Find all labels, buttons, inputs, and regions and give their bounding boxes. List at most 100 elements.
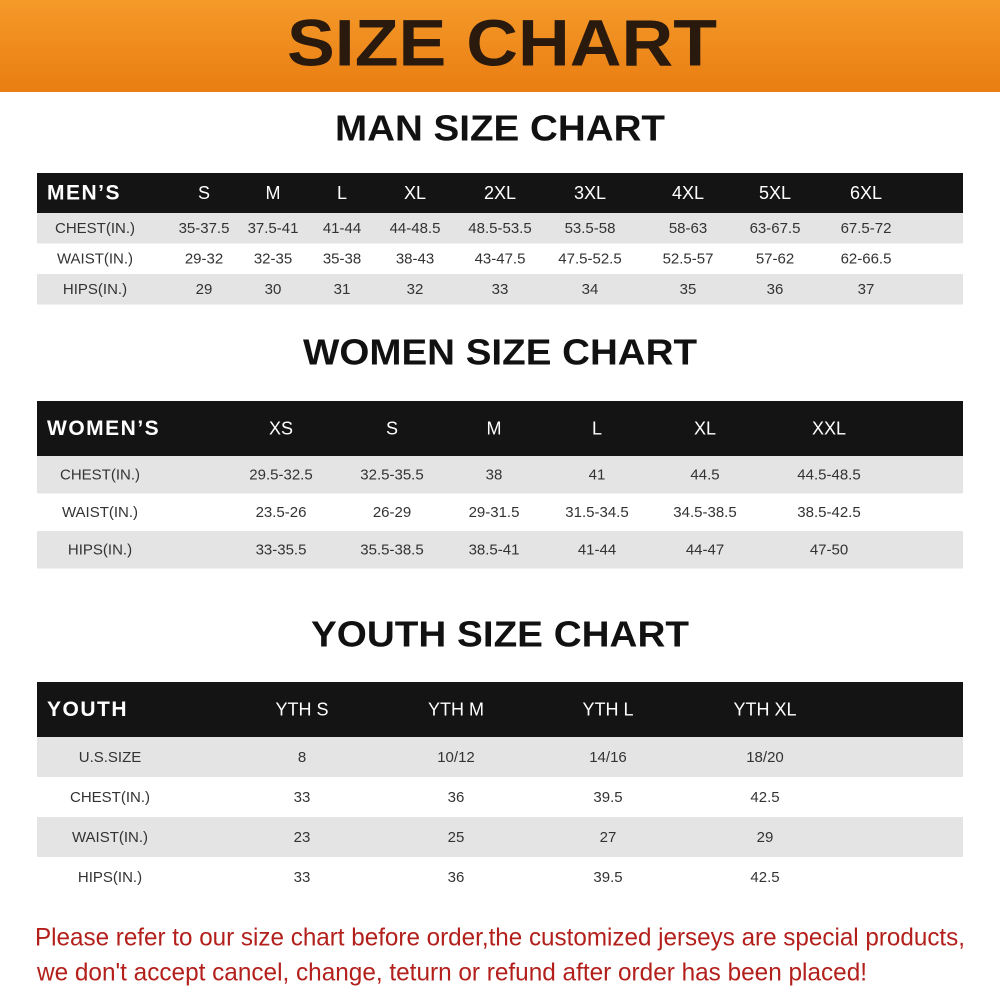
table-cell: 31.5-34.5 (565, 504, 628, 521)
section-title: MAN SIZE CHART (335, 108, 665, 149)
table-cell: 67.5-72 (841, 220, 892, 237)
table-cell: 25 (448, 829, 465, 846)
table-cell: 27 (600, 829, 617, 846)
table-cell: 33 (492, 281, 509, 298)
table-row (37, 737, 963, 777)
table-cell: 31 (334, 281, 351, 298)
table-cell: 35-38 (323, 251, 361, 268)
column-header: XL (694, 418, 716, 438)
column-header: YTH S (275, 699, 328, 719)
header-row (37, 682, 963, 737)
note-line: Please refer to our size chart before or… (35, 924, 965, 952)
table-cell: 58-63 (669, 220, 707, 237)
table-cell: 29-31.5 (469, 504, 520, 521)
column-header: M (487, 418, 502, 438)
table-row (37, 493, 963, 531)
column-header: XS (269, 418, 293, 438)
section-title: WOMEN SIZE CHART (303, 332, 697, 373)
table-cell: 39.5 (593, 789, 622, 806)
table-cell: 23 (294, 829, 311, 846)
table-cell: 42.5 (750, 869, 779, 886)
column-header: 5XL (759, 183, 791, 203)
page-title: SIZE CHART (287, 5, 717, 79)
table-cell: 8 (298, 749, 306, 766)
row-label: CHEST(IN.) (60, 467, 140, 484)
table-cell: 41-44 (323, 220, 361, 237)
header-label: WOMEN’S (47, 417, 160, 440)
table-cell: 41-44 (578, 542, 616, 559)
table-cell: 38.5-41 (469, 542, 520, 559)
table-cell: 35-37.5 (179, 220, 230, 237)
table-row (37, 274, 963, 305)
table-cell: 44-47 (686, 542, 724, 559)
table-cell: 39.5 (593, 869, 622, 886)
header-label: MEN’S (47, 182, 121, 205)
table-cell: 33-35.5 (256, 542, 307, 559)
column-header: L (337, 183, 347, 203)
table-cell: 62-66.5 (841, 251, 892, 268)
column-header: S (198, 183, 210, 203)
table-cell: 53.5-58 (565, 220, 616, 237)
header-label: YOUTH (47, 698, 128, 721)
table-row (37, 777, 963, 817)
table-cell: 29-32 (185, 251, 223, 268)
table-cell: 44.5 (690, 467, 719, 484)
row-label: WAIST(IN.) (57, 251, 133, 268)
table-row (37, 213, 963, 244)
table-cell: 26-29 (373, 504, 411, 521)
column-header: YTH XL (733, 699, 796, 719)
table-cell: 38.5-42.5 (797, 504, 860, 521)
table-cell: 29.5-32.5 (249, 467, 312, 484)
table-cell: 34 (582, 281, 599, 298)
table-cell: 36 (448, 789, 465, 806)
column-header: S (386, 418, 398, 438)
table-cell: 44.5-48.5 (797, 467, 860, 484)
row-label: WAIST(IN.) (62, 504, 138, 521)
header-row (37, 173, 963, 213)
row-label: HIPS(IN.) (68, 542, 132, 559)
table-row (37, 817, 963, 857)
table-cell: 38-43 (396, 251, 434, 268)
column-header: 4XL (672, 183, 704, 203)
table-cell: 29 (757, 829, 774, 846)
table-cell: 42.5 (750, 789, 779, 806)
table-cell: 35 (680, 281, 697, 298)
table-cell: 36 (448, 869, 465, 886)
table-row (37, 531, 963, 569)
column-header: YTH M (428, 699, 484, 719)
table-cell: 34.5-38.5 (673, 504, 736, 521)
table-cell: 37 (858, 281, 875, 298)
table-cell: 29 (196, 281, 213, 298)
table-row (37, 857, 963, 897)
column-header: 2XL (484, 183, 516, 203)
table-cell: 32-35 (254, 251, 292, 268)
row-label: HIPS(IN.) (78, 869, 142, 886)
row-label: WAIST(IN.) (72, 829, 148, 846)
column-header: M (266, 183, 281, 203)
table-cell: 63-67.5 (750, 220, 801, 237)
table-cell: 10/12 (437, 749, 475, 766)
column-header: YTH L (582, 699, 633, 719)
row-label: HIPS(IN.) (63, 281, 127, 298)
column-header: XXL (812, 418, 846, 438)
table-cell: 32 (407, 281, 424, 298)
table-cell: 18/20 (746, 749, 784, 766)
table-cell: 33 (294, 789, 311, 806)
note-line: we don't accept cancel, change, teturn o… (36, 959, 867, 987)
table-row (37, 243, 963, 274)
row-label: CHEST(IN.) (70, 789, 150, 806)
table-cell: 33 (294, 869, 311, 886)
table-cell: 47-50 (810, 542, 848, 559)
table-cell: 43-47.5 (475, 251, 526, 268)
column-header: 3XL (574, 183, 606, 203)
column-header: XL (404, 183, 426, 203)
column-header: 6XL (850, 183, 882, 203)
table-cell: 41 (589, 467, 606, 484)
table-cell: 23.5-26 (256, 504, 307, 521)
column-header: L (592, 418, 602, 438)
table-cell: 48.5-53.5 (468, 220, 531, 237)
table-cell: 35.5-38.5 (360, 542, 423, 559)
section-title: YOUTH SIZE CHART (311, 614, 689, 655)
header-banner (0, 0, 1000, 92)
